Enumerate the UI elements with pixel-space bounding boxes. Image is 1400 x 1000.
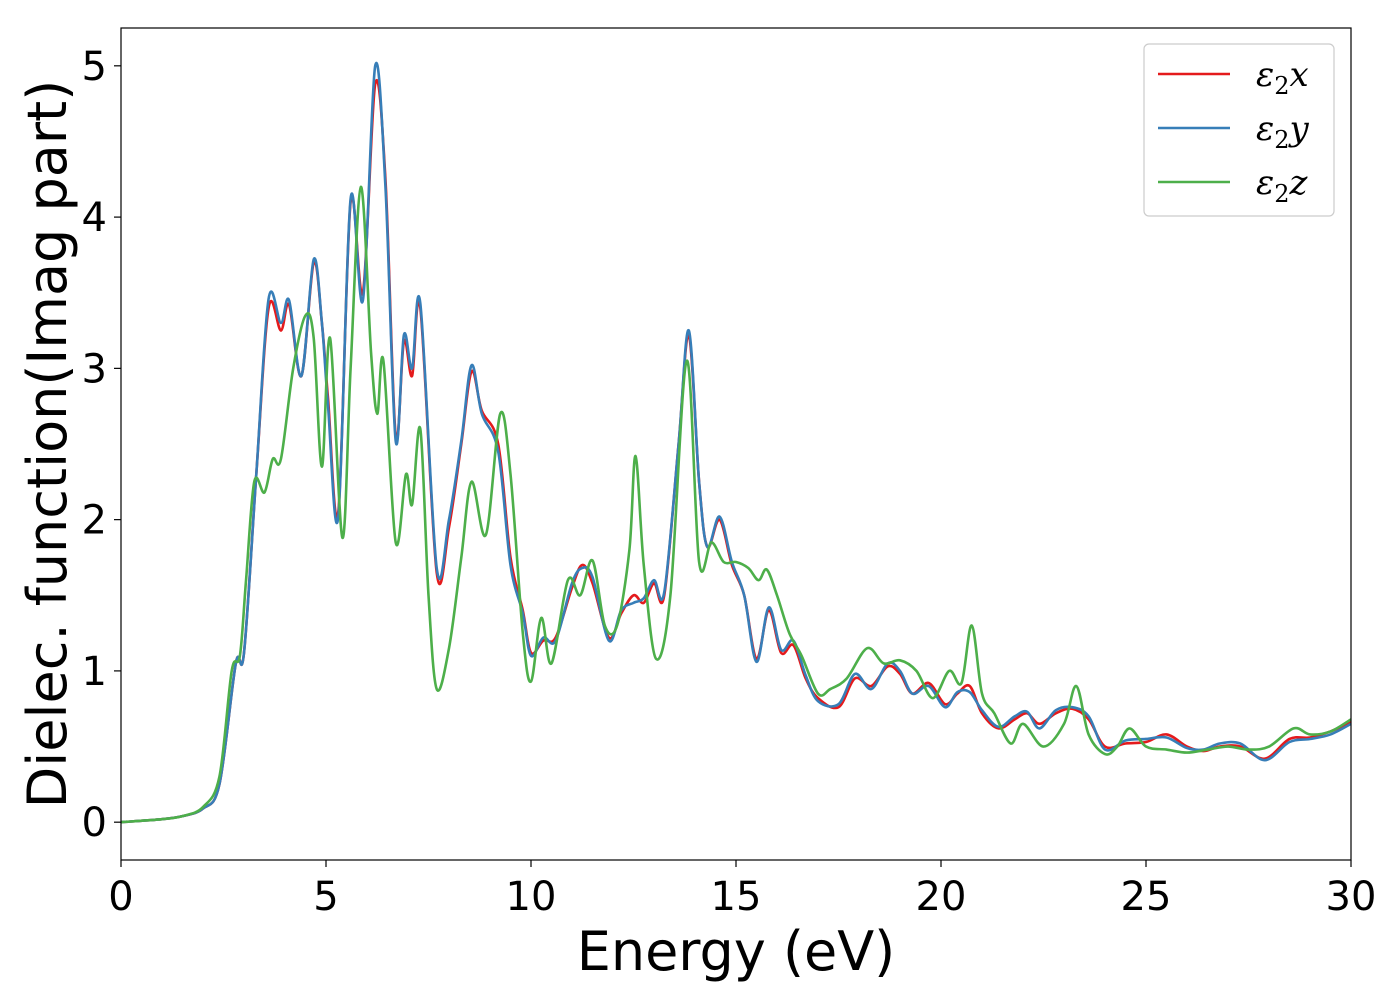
y-axis-label: Dielec. function(Imag part) bbox=[16, 80, 79, 809]
x-tick-label: 25 bbox=[1121, 874, 1172, 920]
legend-symbol: ε bbox=[1256, 109, 1274, 149]
legend-subscript: 2 bbox=[1274, 180, 1289, 208]
x-tick-label: 5 bbox=[313, 874, 338, 920]
y-tick-label: 0 bbox=[82, 800, 107, 846]
x-tick-label: 10 bbox=[506, 874, 557, 920]
x-tick-label: 15 bbox=[711, 874, 762, 920]
y-tick-label: 1 bbox=[82, 649, 107, 695]
legend-component: x bbox=[1290, 55, 1309, 95]
x-axis-ticks: 0 5 10 15 20 25 30 bbox=[108, 860, 1376, 920]
y-tick-label: 4 bbox=[82, 195, 107, 241]
legend-subscript: 2 bbox=[1274, 72, 1289, 100]
legend-entry-ε2y: ε2y bbox=[1256, 109, 1310, 154]
x-tick-label: 30 bbox=[1326, 874, 1377, 920]
y-tick-label: 2 bbox=[82, 498, 107, 544]
legend-entry-ε2x: ε2x bbox=[1256, 55, 1309, 100]
legend-entry-ε2z: ε2z bbox=[1256, 163, 1309, 208]
legend-component: y bbox=[1288, 109, 1310, 149]
x-tick-label: 20 bbox=[916, 874, 967, 920]
x-tick-label: 0 bbox=[108, 874, 133, 920]
y-tick-label: 5 bbox=[82, 44, 107, 90]
legend-symbol: ε bbox=[1256, 163, 1274, 203]
legend-box bbox=[1143, 43, 1335, 217]
x-axis-label: Energy (eV) bbox=[577, 920, 896, 983]
y-tick-label: 3 bbox=[82, 346, 107, 392]
series-line-ε2z bbox=[120, 185, 1352, 824]
legend-subscript: 2 bbox=[1274, 126, 1289, 154]
legend-component: z bbox=[1289, 163, 1309, 203]
legend-symbol: ε bbox=[1256, 55, 1274, 95]
y-axis-ticks: 0 1 2 3 4 5 bbox=[82, 44, 121, 846]
series-layer bbox=[120, 61, 1352, 824]
